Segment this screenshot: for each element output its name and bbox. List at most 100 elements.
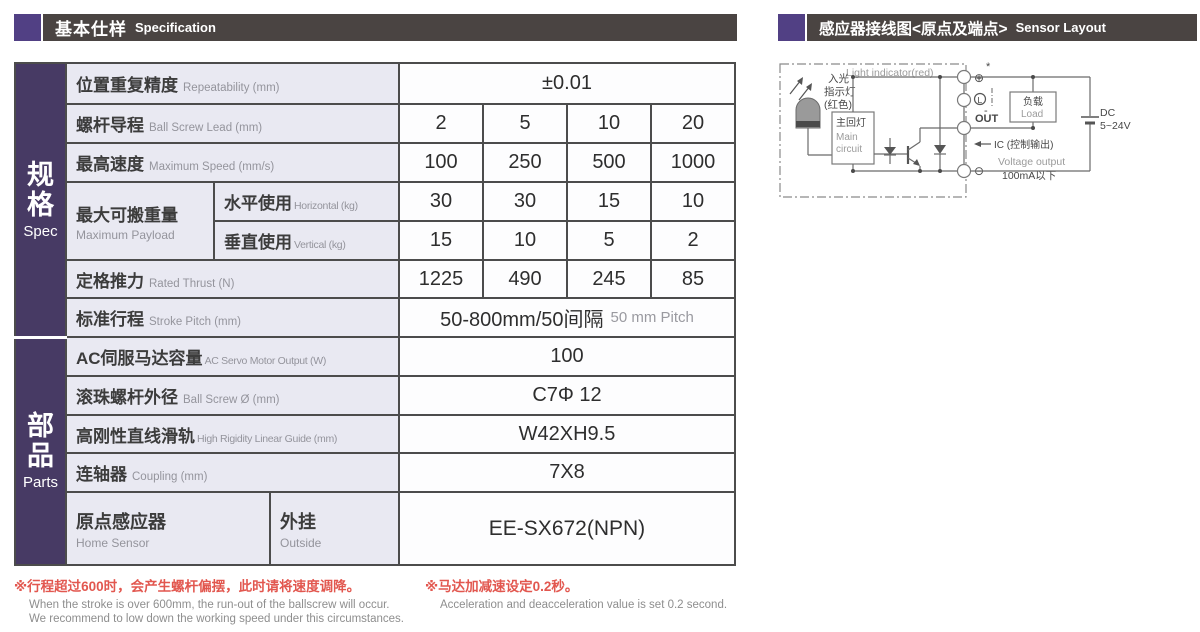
row-label-motor-output: AC伺服马达容量 AC Servo Motor Output (W) [67, 338, 398, 375]
value-speed-3: 500 [568, 144, 650, 181]
footnote-right-en: Acceleration and deacceleration value is… [440, 599, 728, 611]
terminal-star: * [986, 61, 991, 73]
value-lead-2: 5 [484, 105, 566, 142]
stroke-suffix: 50 mm Pitch [610, 309, 694, 326]
label-en: Repeatability (mm) [183, 82, 280, 94]
spec-header-bar: 基本仕样 Specification [43, 14, 737, 41]
value-thrust-2: 490 [484, 261, 566, 297]
footnote-left-en1: When the stroke is over 600mm, the run-o… [29, 599, 390, 611]
spec-header-title-zh: 基本仕样 [55, 20, 127, 39]
row-label-ball-screw-dia: 滚珠螺杆外径 Ball Screw Ø (mm) [67, 377, 398, 414]
header-accent-square [14, 14, 41, 41]
label-zh: 最高速度 [76, 155, 144, 174]
light-indicator-label: Light indicator(red) [846, 67, 934, 79]
main-circuit-box [831, 111, 875, 165]
label-zh: 滚珠螺杆外径 [76, 388, 178, 407]
main-circuit-en2: circuit [836, 144, 862, 155]
row-label-max-payload: 最大可搬重量 Maximum Payload [67, 183, 213, 259]
dc-range-label: 5~24V [1100, 120, 1131, 132]
battery-icon [1081, 116, 1099, 125]
sidebar-group-parts: 部品 Parts [16, 338, 65, 564]
label-en: Home Sensor [76, 535, 150, 550]
value-motor-output: 100 [400, 338, 734, 375]
label-en: Maximum Payload [76, 227, 175, 242]
sidebar-group-spec: 规格 Spec [16, 64, 65, 336]
dc-label: DC [1100, 107, 1116, 119]
label-en: Rated Thrust (N) [149, 277, 235, 290]
red-label: (红色) [824, 98, 852, 111]
value-horiz-4: 10 [652, 183, 734, 220]
row-label-linear-guide: 高刚性直线滑轨 High Rigidity Linear Guide (mm) [67, 416, 398, 452]
row-label-max-speed: 最高速度 Maximum Speed (mm/s) [67, 144, 398, 181]
indicator-label: 指示灯 [824, 85, 856, 98]
label-zh: 原点感应器 [76, 511, 166, 532]
row-label-repeatability: 位置重复精度 Repeatability (mm) [67, 64, 398, 103]
sidebar-group-divider [14, 336, 67, 339]
ic-label: IC (控制输出) [994, 138, 1053, 151]
led-indicator-icon [795, 97, 832, 156]
label-zh: 连轴器 [76, 465, 127, 484]
label-en: Coupling (mm) [132, 471, 208, 483]
label-zh: 位置重复精度 [76, 76, 178, 95]
external-wiring [970, 75, 1091, 172]
sidebar-parts-zh: 部品 [27, 410, 54, 471]
value-vert-3: 5 [568, 222, 650, 259]
label-en: Ball Screw Lead (mm) [149, 122, 263, 134]
sensor-enclosure-outline [779, 63, 967, 198]
label-en: Maximum Speed (mm/s) [149, 161, 275, 173]
main-circuit-zh: 主回灯 [836, 117, 866, 129]
label-en: Ball Screw Ø (mm) [183, 394, 280, 406]
label-zh: 标准行程 [76, 310, 144, 329]
footnote-right: ※马达加减速设定0.2秒。 Acceleration and deacceler… [425, 575, 727, 612]
value-horiz-2: 30 [484, 183, 566, 220]
row-label-sensor-mount: 外挂 Outside [271, 493, 398, 564]
label-zh: 垂直使用 [224, 233, 292, 252]
label-zh: AC伺服马达容量 [76, 349, 203, 368]
label-zh: 外挂 [280, 511, 316, 532]
terminal-l-circle [973, 92, 987, 106]
value-horiz-3: 15 [568, 183, 650, 220]
value-lead-1: 2 [400, 105, 482, 142]
row-label-horizontal: 水平使用 Horizontal (kg) [215, 183, 398, 220]
value-vert-4: 2 [652, 222, 734, 259]
value-ball-screw-dia: C7Φ 12 [400, 377, 734, 414]
terminal-l-label: L [978, 95, 983, 105]
value-speed-1: 100 [400, 144, 482, 181]
value-thrust-3: 245 [568, 261, 650, 297]
row-label-ball-screw-lead: 螺杆导程 Ball Screw Lead (mm) [67, 105, 398, 142]
value-lead-3: 10 [568, 105, 650, 142]
label-en: AC Servo Motor Output (W) [204, 355, 327, 367]
sensor-header-title-en: Sensor Layout [1015, 20, 1106, 35]
footnote-left-en2: We recommend to low down the working spe… [29, 613, 404, 626]
sensor-header-title-zh: 感应器接线图<原点及端点> [819, 20, 1008, 38]
terminals [956, 69, 972, 179]
footnote-right-zh: ※马达加减速设定0.2秒。 [425, 579, 579, 594]
sidebar-spec-zh: 规格 [27, 159, 54, 220]
sidebar-parts-en: Parts [22, 474, 58, 492]
value-home-sensor: EE-SX672(NPN) [400, 493, 734, 564]
row-label-stroke-pitch: 标准行程 Stroke Pitch (mm) [67, 299, 398, 336]
row-label-coupling: 连轴器 Coupling (mm) [67, 454, 398, 491]
label-zh: 定格推力 [76, 271, 144, 291]
value-speed-4: 1000 [652, 144, 734, 181]
row-label-rated-thrust: 定格推力 Rated Thrust (N) [67, 261, 398, 297]
current-limit-label: 100mA以下 [1002, 170, 1056, 182]
label-en: Outside [280, 535, 322, 550]
terminal-l-dash: - [984, 105, 988, 117]
sidebar-spec-en: Spec [23, 223, 58, 241]
value-horiz-1: 30 [400, 183, 482, 220]
load-en-label: Load [1021, 109, 1043, 120]
value-speed-2: 250 [484, 144, 566, 181]
stroke-main: 50-800mm/50间隔 [440, 309, 604, 331]
value-repeatability: ±0.01 [400, 64, 734, 103]
label-zh: 螺杆导程 [76, 116, 144, 135]
label-en: Horizontal (kg) [294, 200, 358, 212]
light-arrows-icon [789, 77, 812, 101]
value-vert-2: 10 [484, 222, 566, 259]
terminal-out-label: OUT [975, 113, 999, 125]
ic-arrow-head [974, 141, 981, 147]
main-circuit-en1: Main [836, 132, 858, 143]
load-zh-label: 负载 [1023, 95, 1043, 108]
sensor-section-header: 感应器接线图<原点及端点> Sensor Layout [778, 14, 1197, 41]
label-en: High Rigidity Linear Guide (mm) [197, 432, 338, 445]
